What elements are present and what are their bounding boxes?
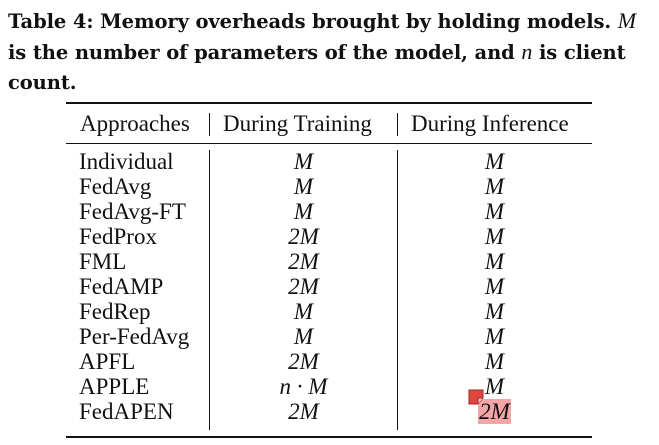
header-divider-2 <box>397 113 398 136</box>
header-approaches: Approaches <box>80 111 190 136</box>
training-cell: M <box>293 324 314 349</box>
sticky-note-icon[interactable] <box>468 389 486 405</box>
training-cell: M <box>293 299 314 324</box>
training-cell: 2M <box>288 274 319 299</box>
approach-cell: Per-FedAvg <box>79 324 190 349</box>
caption-text-c: is client count. <box>8 41 626 94</box>
table-row: Individual M M <box>0 149 659 174</box>
training-cell: 2M <box>288 349 319 374</box>
table-row: FedRep M M <box>0 299 659 324</box>
table-caption: Table 4: Memory overheads brought by hol… <box>8 6 653 98</box>
table-row: Per-FedAvg M M <box>0 324 659 349</box>
table-row: FedAMP 2M M <box>0 274 659 299</box>
inference-cell: M <box>484 149 505 174</box>
table-row: FedAvg M M <box>0 174 659 199</box>
table-row: FML 2M M <box>0 249 659 274</box>
training-cell: M <box>293 199 314 224</box>
approach-cell: FedAvg <box>79 174 152 199</box>
highlighted-value[interactable]: 2M <box>478 399 511 424</box>
approach-cell: FedProx <box>79 224 157 249</box>
body-divider-1 <box>209 150 210 430</box>
table-header-rule <box>66 143 592 144</box>
approach-cell: FedAMP <box>79 274 164 299</box>
approach-cell: APFL <box>79 349 136 374</box>
inference-cell: M <box>484 224 505 249</box>
approach-cell: Individual <box>79 149 174 174</box>
training-cell: 2M <box>288 224 319 249</box>
approach-cell: FedAPEN <box>79 399 174 424</box>
approach-cell: FML <box>79 249 127 274</box>
inference-cell: M <box>484 299 505 324</box>
caption-var-n: n <box>521 39 533 64</box>
approach-cell: APPLE <box>79 374 150 399</box>
training-cell: n · M <box>279 374 328 399</box>
caption-text-a: Memory overheads brought by holding mode… <box>93 10 618 33</box>
table-row: APFL 2M M <box>0 349 659 374</box>
inference-cell: M <box>484 349 505 374</box>
header-divider-1 <box>209 113 210 136</box>
training-cell: 2M <box>288 249 319 274</box>
table-bottom-rule <box>66 436 592 438</box>
caption-text-b: is the number of parameters of the model… <box>8 41 522 64</box>
header-during-training: During Training <box>223 111 372 136</box>
approach-cell: FedRep <box>79 299 151 324</box>
approach-cell: FedAvg-FT <box>79 199 186 224</box>
header-during-inference: During Inference <box>411 111 569 136</box>
training-cell: 2M <box>288 399 319 424</box>
training-cell: M <box>293 149 314 174</box>
caption-var-m: M <box>617 8 637 33</box>
table-top-rule <box>66 102 592 104</box>
inference-cell: M <box>484 249 505 274</box>
inference-cell: M <box>484 199 505 224</box>
table-row: FedAvg-FT M M <box>0 199 659 224</box>
table-row: APPLE n · M M <box>0 374 659 399</box>
inference-cell: 2M <box>398 399 591 424</box>
caption-label: Table 4: <box>8 10 94 33</box>
inference-cell: M <box>484 174 505 199</box>
training-cell: M <box>293 174 314 199</box>
inference-cell: M <box>484 374 505 399</box>
table-row: FedAPEN 2M 2M <box>0 399 659 424</box>
table-row: FedProx 2M M <box>0 224 659 249</box>
body-divider-2 <box>397 150 398 430</box>
inference-cell: M <box>484 324 505 349</box>
inference-cell: M <box>484 274 505 299</box>
